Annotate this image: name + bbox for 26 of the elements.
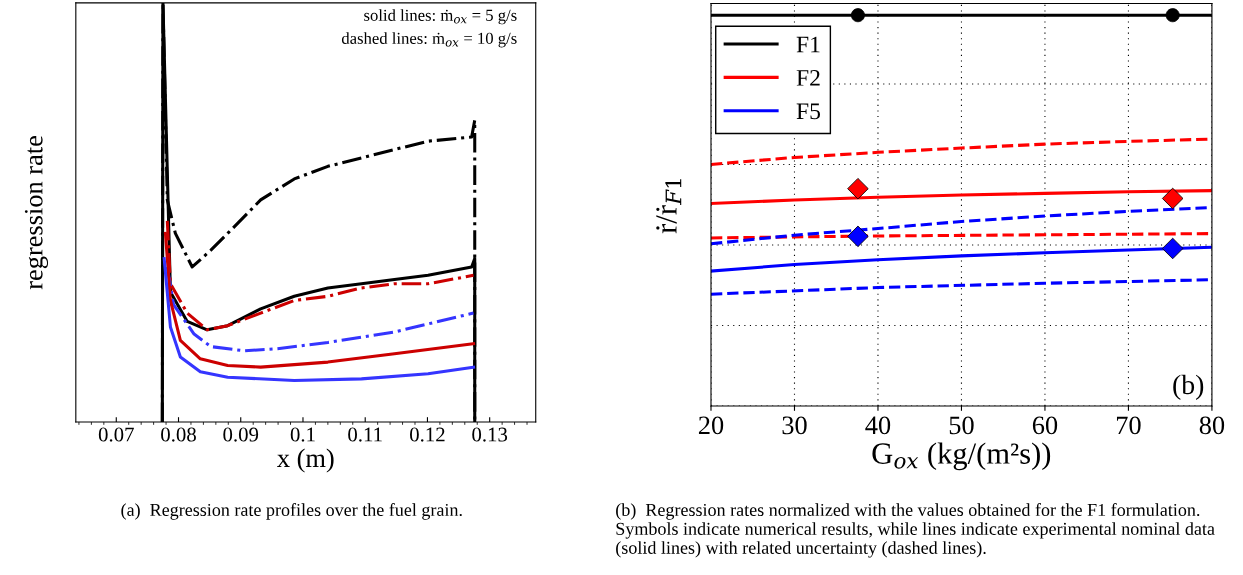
y-axis-title: regression rate	[24, 136, 49, 290]
x-axis-title: x (m)	[277, 448, 334, 473]
y-axis-title: ṙ/ṙ$_{F1}$	[656, 179, 682, 234]
x-tick-label: 80	[1199, 416, 1225, 435]
x-tick-label: 0.12	[410, 427, 445, 442]
x-tick-label: 60	[1032, 416, 1058, 435]
annotation: solid lines: ṁ$_{ox}$ = 5 g/s	[364, 9, 517, 25]
x-tick-label: 0.1	[290, 427, 315, 442]
x-tick-label: 0.07	[98, 427, 134, 442]
legend-label: F5	[796, 103, 821, 120]
x-tick-label: 30	[782, 416, 807, 435]
x-tick-label: 50	[949, 416, 974, 435]
annotation: dashed lines: ṁ$_{ox}$ = 10 g/s	[341, 32, 517, 48]
x-tick-label: 0.09	[223, 427, 259, 442]
x-tick-label: 70	[1116, 416, 1141, 435]
text: (a) Regression rate profiles over the fuel grain.	[121, 503, 462, 520]
annotation: (b)	[1173, 374, 1204, 400]
x-tick-label: 0.11	[348, 427, 382, 442]
legend-label: F1	[796, 36, 820, 53]
x-axis-title: G$_{ox}$ (kg/(m²s))	[872, 442, 1051, 471]
x-tick-label: 0.08	[161, 427, 196, 442]
legend-label: F2	[796, 69, 820, 86]
x-tick-label: 20	[698, 416, 724, 435]
x-tick-label: 0.13	[472, 427, 508, 442]
x-tick-label: 40	[865, 416, 891, 435]
text: (b) Regression rates normalized with the values obtained for the F1 formulation. Symbols indicate numerical results, while lines indicate experimental nominal data (solid lines) with related uncertainty (dashed lines).	[616, 503, 1215, 558]
